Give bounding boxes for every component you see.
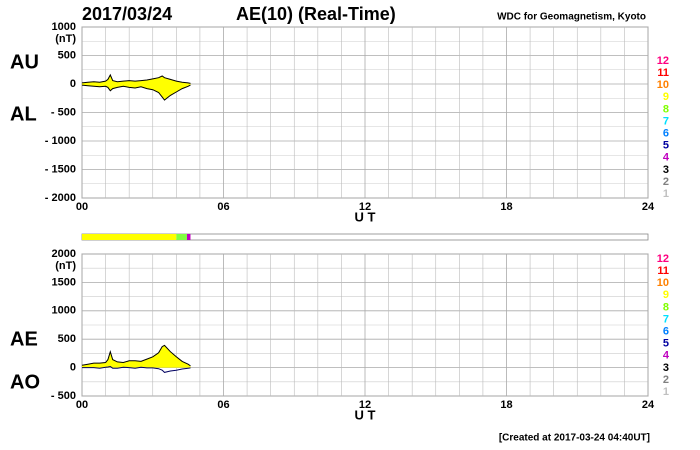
legend-entry: 11 <box>657 67 669 79</box>
area <box>82 84 191 100</box>
y-tick-label: 2000 <box>52 248 76 260</box>
area <box>82 345 191 368</box>
legend-entry: 9 <box>663 91 669 103</box>
legend-entry: 5 <box>663 140 669 152</box>
source: WDC for Geomagnetism, Kyoto <box>497 12 646 23</box>
y-tick-label: - 500 <box>51 106 76 118</box>
y-tick-label: 1000 <box>52 21 76 33</box>
coverage-segment <box>186 234 191 240</box>
legend-entry: 12 <box>657 253 669 265</box>
legend-entry: 7 <box>663 313 669 325</box>
legend-entry: 9 <box>663 289 669 301</box>
y-tick-label: - 2000 <box>45 192 76 204</box>
footer: [Created at 2017-03-24 04:40UT] <box>499 433 650 444</box>
y-tick-label: - 500 <box>51 390 76 402</box>
legend-entry: 5 <box>663 338 669 350</box>
legend-entry: 3 <box>663 362 669 374</box>
line <box>81 73 191 84</box>
y-axis-label: (nT) <box>55 260 76 272</box>
x-tick-label: 18 <box>500 399 512 411</box>
y-tick-label: 0 <box>70 78 76 90</box>
legend-entry: 2 <box>663 176 669 188</box>
x-tick-label: 06 <box>217 201 229 213</box>
legend-entry: 4 <box>663 152 670 164</box>
x-tick-label: 00 <box>76 201 88 213</box>
legend-entry: 2 <box>663 374 669 386</box>
y-tick-label: - 1500 <box>45 163 76 175</box>
legend-entry: 8 <box>663 103 669 115</box>
y-tick-label: 1000 <box>52 305 76 317</box>
y-tick-label: 500 <box>58 49 76 61</box>
x-axis-label: U T <box>355 209 376 224</box>
legend-entry: 3 <box>663 164 669 176</box>
y-tick-label: 1500 <box>52 276 76 288</box>
x-tick-label: 12 <box>359 201 371 213</box>
legend-entry: 12 <box>657 55 669 67</box>
panel-label: AO <box>10 371 40 393</box>
x-tick-label: 00 <box>76 399 88 411</box>
x-tick-label: 12 <box>359 399 371 411</box>
legend-entry: 4 <box>663 350 670 362</box>
line <box>81 344 191 367</box>
legend-entry: 8 <box>663 301 669 313</box>
y-tick-label: 500 <box>58 333 76 345</box>
x-tick-label: 24 <box>642 399 655 411</box>
y-tick-label: - 1000 <box>45 135 76 147</box>
x-tick-label: 06 <box>217 399 229 411</box>
legend-entry: 10 <box>657 79 669 91</box>
legend-entry: 11 <box>657 265 669 277</box>
line <box>81 84 191 101</box>
legend-entry: 1 <box>663 386 669 398</box>
coverage-segment <box>176 234 187 240</box>
y-tick-label: 0 <box>70 362 76 374</box>
x-tick-label: 18 <box>500 201 512 213</box>
x-axis-label: U T <box>355 407 376 422</box>
date: 2017/03/24 <box>82 4 172 24</box>
legend-entry: 6 <box>663 128 669 140</box>
legend-entry: 1 <box>663 188 669 200</box>
legend-entry: 6 <box>663 326 669 338</box>
panel-label: AE <box>10 328 38 350</box>
line <box>82 365 191 373</box>
y-axis-label: (nT) <box>55 33 76 45</box>
chart-title: AE(10) (Real-Time) <box>236 4 396 24</box>
panel-label: AU <box>10 51 39 73</box>
panel-label: AL <box>10 103 37 125</box>
legend-entry: 10 <box>657 277 669 289</box>
coverage-segment <box>82 234 177 240</box>
x-tick-label: 24 <box>642 201 655 213</box>
legend-entry: 7 <box>663 115 669 127</box>
